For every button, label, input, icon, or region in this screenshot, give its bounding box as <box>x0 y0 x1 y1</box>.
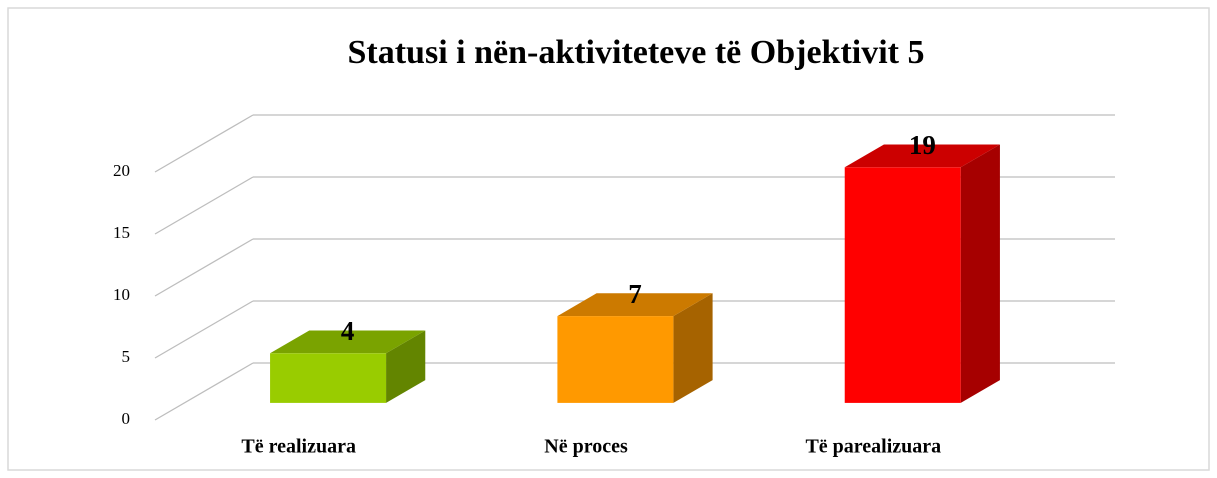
bar-side <box>673 293 713 403</box>
bar-side <box>960 144 1000 403</box>
grid-line-side <box>154 300 254 359</box>
chart-title: Statusi i nën-aktiviteteve të Objektivit… <box>348 34 925 71</box>
grid-line-side <box>154 114 254 173</box>
bar-side <box>386 330 426 403</box>
bar-top <box>557 293 713 317</box>
x-tick-label: Të parealizuara <box>805 436 941 458</box>
y-tick-label: 5 <box>122 347 131 366</box>
x-tick-label: Të realizuara <box>241 436 356 458</box>
data-label: 4 <box>341 316 355 346</box>
x-tick-label: Në proces <box>544 436 628 458</box>
bar <box>844 167 961 403</box>
y-tick-label: 20 <box>113 161 130 180</box>
grid-line-side <box>154 176 254 235</box>
grid-line-side <box>154 362 254 421</box>
data-label: 7 <box>628 279 642 309</box>
grid-line-side <box>154 238 254 297</box>
y-tick-label: 15 <box>113 223 130 242</box>
bar-top <box>270 330 426 354</box>
bar <box>557 316 674 403</box>
y-tick-label: 10 <box>113 285 130 304</box>
data-label: 19 <box>909 130 936 160</box>
bar <box>270 353 387 403</box>
bar-top <box>844 144 1000 168</box>
y-tick-label: 0 <box>122 409 131 428</box>
